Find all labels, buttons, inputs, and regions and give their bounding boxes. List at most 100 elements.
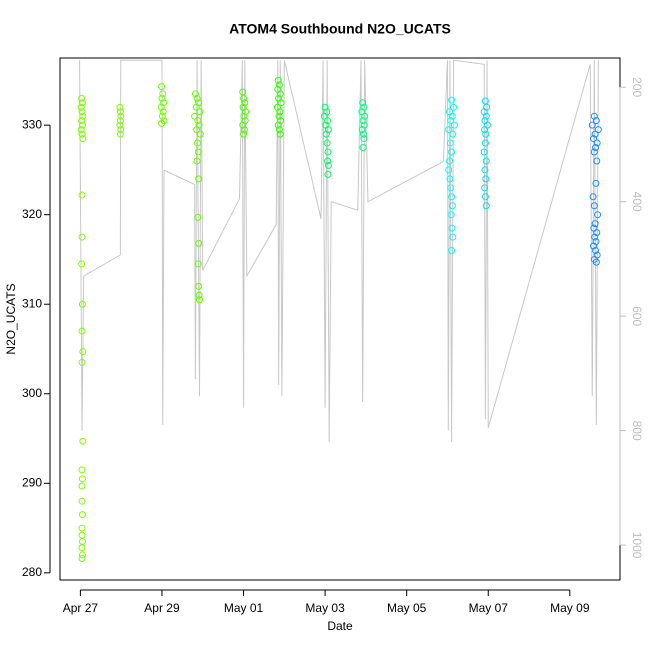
point [449, 233, 457, 241]
point [78, 99, 86, 107]
point [275, 126, 283, 134]
point [117, 112, 125, 120]
point [323, 139, 331, 147]
point [482, 175, 490, 183]
point [274, 76, 282, 84]
point [78, 524, 86, 532]
point [79, 348, 87, 356]
point [324, 117, 332, 125]
point [78, 117, 86, 125]
point [191, 112, 199, 120]
point [592, 258, 600, 266]
point [276, 108, 284, 116]
y-tick-label: 280 [22, 565, 42, 579]
point [360, 103, 368, 111]
point [324, 148, 332, 156]
point [239, 121, 247, 129]
chart-title: ATOM4 Southbound N2O_UCATS [229, 21, 451, 37]
point [588, 121, 596, 129]
point [591, 233, 599, 241]
point [361, 112, 369, 120]
point [448, 224, 456, 232]
y-tick-label: 300 [22, 386, 42, 400]
point [194, 260, 202, 268]
pressure-line [79, 59, 599, 443]
point [79, 112, 87, 120]
point [157, 103, 165, 111]
point [78, 475, 86, 483]
point [78, 108, 86, 116]
point [158, 94, 166, 102]
point [242, 108, 250, 116]
point [193, 94, 201, 102]
point [78, 260, 86, 268]
point [195, 239, 203, 247]
point [324, 161, 332, 169]
point [79, 437, 87, 445]
point [591, 130, 599, 138]
point [158, 119, 166, 127]
y2-tick-label: 200 [630, 77, 644, 97]
point [446, 139, 454, 147]
point [320, 112, 328, 120]
point [590, 148, 598, 156]
point [195, 282, 203, 290]
point [240, 94, 248, 102]
point [360, 121, 368, 129]
point [78, 130, 86, 138]
point [78, 482, 86, 490]
point [116, 130, 124, 138]
point [589, 242, 597, 250]
point [450, 121, 458, 129]
point [78, 358, 86, 366]
point [446, 175, 454, 183]
point [360, 135, 368, 143]
point [78, 497, 86, 505]
point [276, 90, 284, 98]
point [77, 103, 85, 111]
point [592, 247, 600, 255]
point [78, 233, 86, 241]
point [193, 139, 201, 147]
point [482, 112, 490, 120]
y-tick-label: 330 [22, 117, 42, 131]
point [480, 108, 488, 116]
point [116, 121, 124, 129]
point [445, 166, 453, 174]
x-tick-label: Apr 29 [144, 601, 180, 615]
y-tick-label: 320 [22, 207, 42, 221]
point [276, 130, 284, 138]
y-axis-label: N2O_UCATS [4, 283, 18, 354]
point [78, 191, 86, 199]
point [359, 99, 367, 107]
point [481, 193, 489, 201]
point [240, 112, 248, 120]
point [193, 126, 201, 134]
point [445, 126, 453, 134]
y2-tick-label: 600 [630, 306, 644, 326]
point [116, 103, 124, 111]
point [78, 466, 86, 474]
point [241, 99, 249, 107]
point [193, 157, 201, 165]
point [158, 83, 166, 91]
x-tick-label: Apr 27 [63, 601, 99, 615]
y2-tick-label: 1000 [630, 532, 644, 559]
point [159, 90, 167, 98]
point [194, 213, 202, 221]
point [446, 157, 454, 165]
point [589, 193, 597, 201]
point [78, 555, 86, 563]
point [590, 202, 598, 210]
point [448, 148, 456, 156]
point [195, 175, 203, 183]
point [275, 81, 283, 89]
point [448, 193, 456, 201]
point [592, 144, 600, 152]
point [116, 108, 124, 116]
y2-tick-label: 800 [630, 421, 644, 441]
point [482, 202, 490, 210]
point [192, 103, 200, 111]
x-tick-label: May 07 [469, 601, 509, 615]
